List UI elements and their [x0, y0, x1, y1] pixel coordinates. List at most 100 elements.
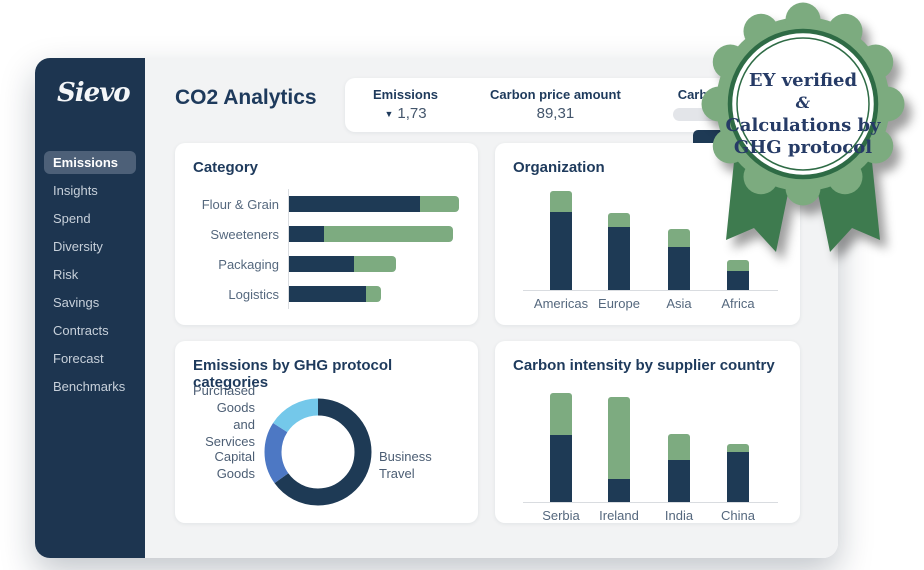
category-bar-track — [288, 219, 460, 249]
page-title: CO2 Analytics — [175, 86, 317, 109]
carbon-intensity-bar-chart: Serbia Ireland India China — [523, 385, 778, 523]
category-chart-title: Category — [193, 159, 259, 176]
stacked-bar — [608, 397, 630, 502]
badge-inner-circle — [727, 28, 879, 180]
category-row: Flour & Grain — [193, 189, 460, 219]
badge-inner-ring — [736, 37, 870, 171]
category-bar-track — [288, 249, 460, 279]
stacked-bar — [550, 393, 572, 502]
bar-segment-navy — [289, 286, 366, 302]
emissions-dropdown[interactable]: ▼ 1,73 — [384, 105, 426, 122]
bar-segment-navy — [550, 212, 572, 290]
bar-category-label: Ireland — [599, 508, 639, 523]
bar-segment-navy — [550, 435, 572, 502]
sidebar-nav: Emissions Insights Spend Diversity Risk Savin… — [35, 146, 145, 403]
sidebar-item-benchmarks[interactable]: Benchmarks — [53, 379, 126, 394]
sidebar-item-savings[interactable]: Savings — [53, 295, 100, 310]
bar-category-label: Serbia — [542, 508, 580, 523]
organization-chart-card: Organization Americas Europe Asia Africa — [495, 143, 800, 325]
bar-category-label: Europe — [598, 296, 640, 311]
donut-label-capital-goods: Capital Goods — [214, 449, 255, 481]
organization-chart-title: Organization — [513, 159, 605, 176]
category-bar-track — [288, 279, 460, 309]
bar-category-label: China — [721, 508, 755, 523]
bar-segment-green — [420, 196, 459, 212]
category-row: Packaging — [193, 249, 460, 279]
bar-segment-navy — [289, 196, 420, 212]
donut-chart — [258, 392, 378, 517]
bar-segment-green — [727, 444, 749, 452]
stacked-bar — [727, 260, 749, 290]
sievo-logo: Sievo — [57, 78, 131, 108]
sidebar-item-spend[interactable]: Spend — [53, 211, 91, 226]
donut-slice — [264, 398, 372, 506]
bar-segment-green — [608, 397, 630, 479]
donut-label-purchased-goods: Business Travel — [379, 449, 432, 481]
stacked-bar — [727, 444, 749, 502]
stacked-bar — [289, 226, 453, 242]
bar-segment-green — [354, 256, 396, 272]
sidebar-item-insights[interactable]: Insights — [53, 183, 98, 198]
sidebar-item-forecast[interactable]: Forecast — [53, 351, 104, 366]
sidebar-item-risk[interactable]: Risk — [53, 267, 79, 282]
bar-category-label: Africa — [721, 296, 755, 311]
kpi-carbon-price-amount-value: 89,31 — [536, 105, 575, 122]
category-row: Logistics — [193, 279, 460, 309]
stacked-bar — [668, 434, 690, 502]
bar-segment-green — [550, 393, 572, 435]
category-bar-chart: Flour & Grain Sweeteners Packaging Logistic… — [193, 189, 460, 309]
stacked-bar — [668, 229, 690, 290]
stacked-bar — [550, 191, 572, 290]
kpi-carbon-price-amount: Carbon price amount 89,31 — [490, 87, 621, 132]
category-bar-track — [288, 189, 460, 219]
donut-label-business-travel: Purchased Goods and Services — [193, 383, 256, 449]
bar-category-label: Americas — [533, 296, 589, 311]
category-chart-card: Category Flour & Grain Sweeteners Packagin… — [175, 143, 478, 325]
bar-segment-green — [608, 213, 630, 227]
ghg-donut-card: Emissions by GHG protocol categories Pur… — [175, 341, 478, 523]
bar-segment-green — [550, 191, 572, 212]
badge-line-1: EY verified — [749, 70, 858, 91]
organization-bar-chart: Americas Europe Asia Africa — [523, 187, 778, 311]
stacked-bar — [289, 286, 381, 302]
bar-segment-navy — [727, 452, 749, 502]
category-row-label: Sweeteners — [210, 226, 279, 242]
carbon-intensity-chart-title: Carbon intensity by supplier country — [513, 357, 775, 374]
bar-segment-navy — [727, 271, 749, 290]
bar-segment-green — [366, 286, 381, 302]
bar-segment-navy — [289, 226, 324, 242]
sidebar: Sievo Emissions Insights Spend Diversity Ris… — [35, 58, 145, 558]
category-row-label: Packaging — [218, 256, 279, 272]
bar-category-label: Asia — [666, 296, 692, 311]
bar-segment-green — [668, 434, 690, 460]
badge-ampersand: & — [796, 93, 811, 112]
badge-line-3: GHG protocol — [734, 137, 872, 158]
sidebar-item-diversity[interactable]: Diversity — [53, 239, 103, 254]
verification-badge: EY verified & Calculations by GHG protoc… — [701, 2, 905, 252]
stacked-bar — [289, 196, 459, 212]
stacked-bar — [608, 213, 630, 290]
bar-segment-green — [668, 229, 690, 247]
bar-segment-navy — [668, 247, 690, 290]
bar-segment-navy — [608, 227, 630, 290]
donut-slice — [264, 398, 372, 506]
bar-segment-green — [727, 260, 749, 271]
dropdown-arrow-icon: ▼ — [384, 108, 394, 119]
bar-segment-navy — [668, 460, 690, 502]
carbon-intensity-chart-card: Carbon intensity by supplier country Ser… — [495, 341, 800, 523]
bar-segment-green — [324, 226, 453, 242]
category-row-label: Logistics — [228, 286, 279, 302]
bar-segment-navy — [608, 479, 630, 502]
sidebar-item-emissions[interactable]: Emissions — [44, 151, 136, 174]
ghg-donut-title: Emissions by GHG protocol categories — [193, 357, 393, 391]
kpi-emissions-label: Emissions — [373, 87, 439, 102]
sidebar-item-contracts[interactable]: Contracts — [53, 323, 109, 338]
kpi-emissions-value: 1,73 — [397, 105, 427, 122]
category-row-label: Flour & Grain — [201, 196, 279, 212]
category-row: Sweeteners — [193, 219, 460, 249]
kpi-carbon-price-amount-label: Carbon price amount — [490, 87, 621, 102]
badge-line-2: Calculations by — [725, 115, 881, 136]
bar-category-label: India — [664, 508, 694, 523]
bar-segment-navy — [289, 256, 354, 272]
